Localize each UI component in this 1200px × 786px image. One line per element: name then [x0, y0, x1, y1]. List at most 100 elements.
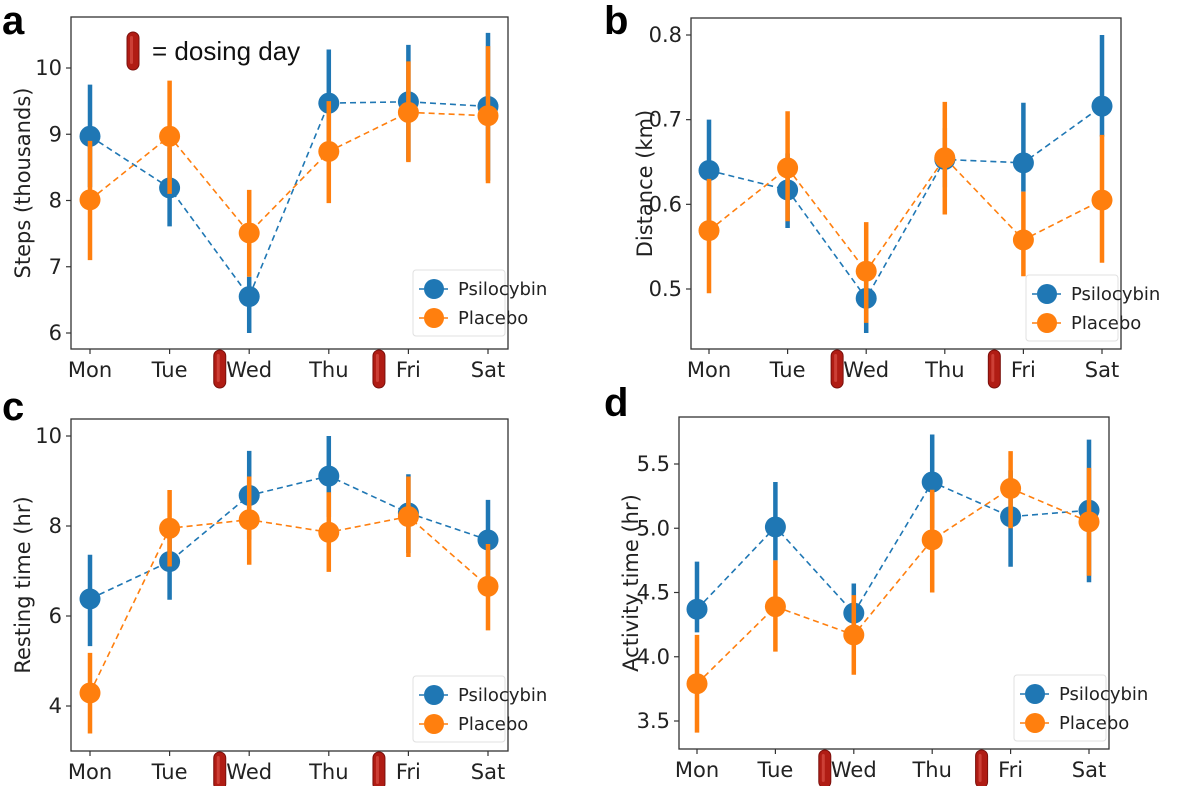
data-point: [79, 189, 101, 211]
legend-label: Placebo: [458, 308, 528, 329]
x-tick-label: Thu: [924, 358, 964, 382]
series-line: [89, 475, 489, 600]
y-tick-label: 4: [49, 694, 62, 718]
data-point: [238, 286, 260, 308]
y-tick-label: 7: [49, 255, 62, 279]
x-tick-label: Tue: [769, 358, 806, 382]
series-placebo: [686, 451, 1100, 733]
axes-frame: [678, 416, 1110, 750]
data-point: [397, 101, 419, 123]
dosing-pill-icon: [372, 751, 386, 786]
x-tick-label: Tue: [756, 758, 793, 782]
data-point: [1091, 95, 1113, 117]
y-tick-label: 10: [35, 424, 62, 448]
axes-frame: [690, 17, 1122, 350]
legend-label: Placebo: [458, 714, 528, 735]
y-tick-label: 6: [49, 321, 62, 345]
x-tick-label: Tue: [151, 760, 188, 784]
y-tick-label: 4.5: [637, 581, 670, 605]
y-tick-label: 3.5: [637, 709, 670, 733]
data-point: [159, 517, 181, 539]
y-tick-label: 0.7: [649, 108, 682, 132]
axes-frame: [70, 418, 509, 752]
legend-marker: [1025, 713, 1045, 733]
series-line: [696, 487, 1090, 685]
data-point: [1078, 511, 1100, 533]
y-tick-label: 0.5: [649, 277, 682, 301]
legend-marker: [1025, 684, 1045, 704]
panel-c: c 4 6 8 10 Resting time (hr) Mon Tue Wed Thu Fri Sa…: [2, 385, 547, 786]
y-tick-label: 10: [35, 56, 62, 80]
y-axis-label: Distance (km): [633, 110, 657, 258]
panel-label: c: [2, 385, 24, 429]
y-axis-label: Activity time (hr): [619, 494, 643, 672]
data-point: [238, 509, 260, 531]
data-point: [698, 159, 720, 181]
legend: Psilocybin Placebo: [412, 675, 547, 743]
data-point: [318, 465, 340, 487]
y-tick-label: 0.8: [649, 23, 682, 47]
legend-marker: [424, 279, 444, 299]
x-tick-label: Fri: [998, 758, 1023, 782]
panel-label: a: [2, 0, 25, 43]
x-tick-label: Sat: [1072, 758, 1106, 782]
legend-label: Psilocybin: [1059, 684, 1148, 705]
series-placebo: [79, 476, 499, 734]
y-tick-label: 5.5: [637, 452, 670, 476]
x-tick-label: Sat: [471, 358, 505, 382]
series-line: [708, 105, 1103, 300]
x-tick-label: Thu: [308, 760, 348, 784]
data-point: [921, 471, 943, 493]
panel-d: d 3.5 4.0 4.5 5.0 5.5 Activity time (hr) Mon Tue…: [604, 381, 1148, 786]
data-point: [1091, 189, 1113, 211]
y-tick-label: 5.0: [637, 516, 670, 540]
legend: Psilocybin Placebo: [1013, 674, 1148, 742]
data-point: [843, 624, 865, 646]
x-tick-label: Fri: [396, 358, 421, 382]
data-point: [477, 529, 499, 551]
data-point: [686, 598, 708, 620]
series-line: [89, 111, 489, 235]
data-point: [764, 596, 786, 618]
x-tick-label: Fri: [1011, 358, 1036, 382]
legend-label: Placebo: [1071, 313, 1141, 334]
x-tick-label: Fri: [396, 760, 421, 784]
x-tick-label: Wed: [831, 758, 877, 782]
data-point: [1012, 229, 1034, 251]
legend-label: Placebo: [1059, 713, 1129, 734]
data-point: [777, 157, 799, 179]
series-placebo: [79, 46, 499, 277]
y-tick-label: 0.6: [649, 192, 682, 216]
data-point: [159, 125, 181, 147]
data-point: [1000, 477, 1022, 499]
series-line: [696, 480, 1090, 615]
x-tick-label: Sat: [471, 760, 505, 784]
legend-marker: [424, 308, 444, 328]
legend-label: Psilocybin: [458, 279, 547, 300]
series-line: [89, 515, 489, 694]
legend-label: Psilocybin: [1071, 284, 1160, 305]
data-point: [1012, 152, 1034, 174]
x-tick-label: Mon: [687, 358, 731, 382]
data-point: [79, 682, 101, 704]
y-axis-label: Resting time (hr): [11, 496, 35, 673]
data-point: [79, 588, 101, 610]
dosing-pill-icon: [830, 349, 844, 389]
legend-label: Psilocybin: [458, 685, 547, 706]
panel-label: d: [604, 381, 628, 425]
panel-label: b: [604, 0, 628, 43]
data-point: [79, 125, 101, 147]
data-point: [238, 222, 260, 244]
series-psilocybin: [686, 434, 1100, 633]
legend: Psilocybin Placebo: [412, 269, 547, 337]
data-point: [318, 140, 340, 162]
series-line: [708, 156, 1103, 273]
x-tick-label: Wed: [226, 358, 272, 382]
y-tick-label: 8: [49, 514, 62, 538]
x-tick-label: Mon: [68, 358, 112, 382]
data-point: [855, 260, 877, 282]
dosing-pill-icon: [213, 349, 227, 389]
legend: Psilocybin Placebo: [1025, 274, 1160, 342]
